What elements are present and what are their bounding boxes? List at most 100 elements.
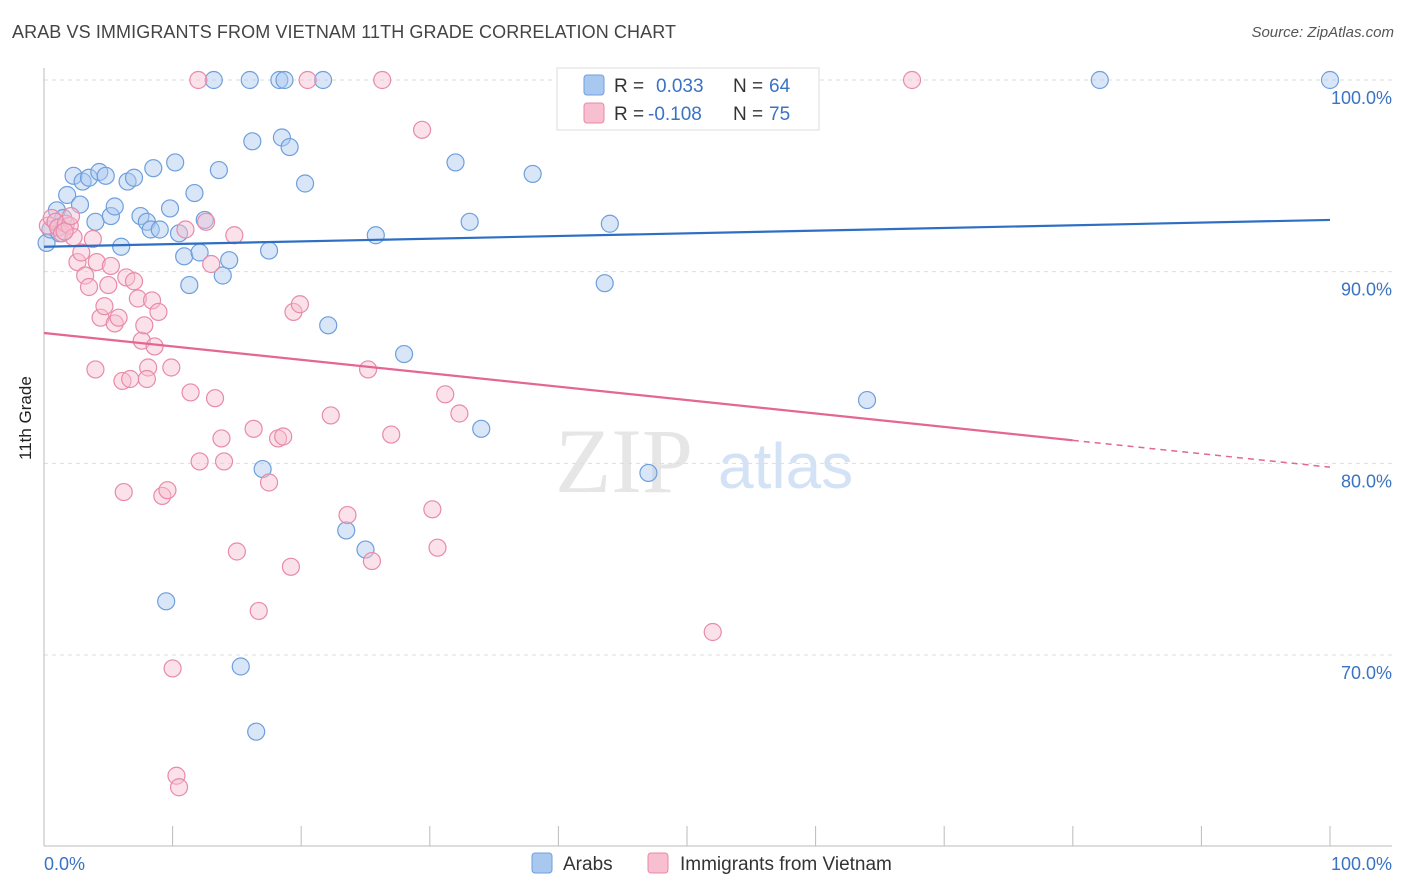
vietnam-point — [114, 482, 133, 502]
arab-point — [1320, 70, 1340, 90]
vietnam-point — [153, 486, 172, 506]
legend-r-value-vietnam: -0.108 — [648, 104, 702, 125]
vietnam-point — [189, 70, 208, 90]
vietnam-point — [83, 229, 102, 249]
vietnam-point — [142, 291, 162, 310]
vietnam-point — [703, 622, 722, 642]
vietnam-point — [176, 220, 195, 239]
vietnam-point — [169, 778, 189, 797]
y-tick-label: 70.0% — [1341, 663, 1392, 683]
vietnam-points — [38, 70, 922, 797]
arab-point — [144, 159, 163, 178]
y-tick-label: 90.0% — [1341, 280, 1392, 300]
arab-point — [295, 174, 315, 193]
vietnam-point — [139, 358, 158, 377]
vietnam-point — [428, 538, 447, 557]
arab-point — [157, 592, 176, 611]
vietnam-point — [76, 266, 95, 285]
vietnam-point — [244, 419, 263, 438]
legend-r-value-arabs: 0.033 — [656, 76, 704, 97]
vietnam-point — [382, 425, 401, 444]
arab-point — [204, 70, 223, 90]
vietnam-point — [225, 226, 244, 245]
trend-lines — [43, 218, 1331, 468]
legend-bottom-vietnam: Immigrants from Vietnam — [680, 854, 892, 875]
vietnam-point — [321, 406, 340, 425]
arab-point — [356, 540, 375, 559]
vietnam-point — [202, 254, 221, 274]
arab-point — [58, 185, 77, 205]
vietnam-point — [181, 383, 200, 402]
vietnam-point — [86, 360, 105, 379]
correlation-legend: R = 0.033 N = 64 R = -0.108 N = 75 — [556, 67, 820, 131]
series-legend: Arabs Immigrants from Vietnam — [531, 852, 892, 875]
vietnam-point — [450, 404, 469, 423]
trend-line-arabs — [43, 218, 1331, 248]
arab-point — [1090, 70, 1109, 90]
arab-point — [280, 137, 299, 157]
legend-n-value-arabs: 64 — [769, 76, 791, 97]
vietnam-point — [79, 277, 99, 297]
vietnam-point — [149, 302, 168, 322]
vietnam-point — [60, 216, 79, 235]
source-label: Source: ZipAtlas.com — [1251, 24, 1394, 41]
legend-r-label-vietnam: R = — [614, 104, 644, 125]
arab-point — [240, 70, 259, 90]
vietnam-point — [190, 452, 209, 471]
legend-bottom-swatch-vietnam — [647, 852, 669, 874]
arab-point — [639, 463, 658, 483]
legend-n-label-vietnam: N = — [733, 104, 763, 125]
vietnam-point — [109, 308, 128, 327]
y-tick-label: 100.0% — [1331, 88, 1392, 108]
vietnam-point — [95, 297, 114, 316]
arab-point — [857, 390, 877, 410]
arab-point — [185, 183, 204, 203]
legend-r-label-arabs: R = — [614, 76, 644, 97]
arab-point — [595, 274, 614, 293]
arab-point — [472, 419, 491, 438]
arab-point — [64, 166, 83, 185]
arab-point — [247, 722, 266, 741]
vietnam-point — [281, 557, 301, 576]
vietnam-point — [259, 473, 279, 492]
vietnam-point — [298, 70, 317, 90]
vietnam-point — [196, 212, 216, 231]
vietnam-point — [55, 222, 74, 241]
vietnam-point — [137, 369, 156, 389]
vietnam-point — [338, 505, 357, 525]
arab-point — [166, 153, 185, 172]
vietnam-point — [212, 429, 231, 448]
arab-point — [270, 70, 289, 90]
legend-bottom-arabs: Arabs — [563, 854, 613, 875]
legend-n-label-arabs: N = — [733, 76, 763, 97]
arab-point — [394, 344, 414, 364]
vietnam-point — [52, 224, 72, 243]
vietnam-point — [61, 206, 81, 226]
arab-point — [175, 247, 194, 266]
trend-line-vietnam — [43, 331, 1073, 442]
legend-bottom-swatch-arabs — [531, 852, 553, 874]
watermark-zip: ZIP — [555, 410, 693, 512]
arab-point — [86, 212, 105, 231]
vietnam-point — [205, 389, 225, 408]
arab-point — [337, 521, 356, 540]
arab-point — [150, 220, 169, 239]
legend-swatch-vietnam — [583, 102, 605, 124]
vietnam-point — [249, 601, 268, 621]
arab-point — [101, 206, 120, 226]
arab-point — [124, 168, 144, 187]
chart-title: ARAB VS IMMIGRANTS FROM VIETNAM 11TH GRA… — [12, 22, 677, 42]
arab-point — [366, 226, 385, 245]
vietnam-point — [436, 385, 455, 404]
vietnam-point — [135, 316, 154, 335]
x-tick-label-min: 0.0% — [44, 854, 85, 874]
vietnam-point — [214, 452, 234, 471]
arab-point — [112, 237, 131, 256]
arab-point — [460, 212, 479, 231]
vietnam-point — [274, 427, 293, 446]
vietnam-point — [68, 252, 87, 272]
vietnam-point — [128, 289, 147, 308]
arab-points — [37, 70, 1340, 741]
arab-point — [319, 316, 338, 335]
